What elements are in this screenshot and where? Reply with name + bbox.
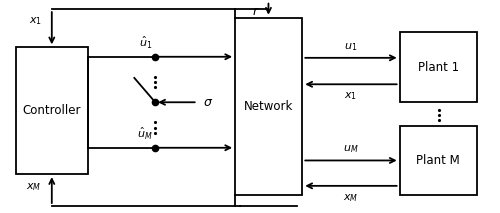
FancyBboxPatch shape [235, 18, 302, 195]
Text: $r$: $r$ [252, 5, 260, 18]
Text: $\sigma$: $\sigma$ [202, 96, 213, 109]
FancyBboxPatch shape [16, 47, 88, 174]
Text: $x_M$: $x_M$ [26, 181, 42, 193]
Text: Plant M: Plant M [416, 154, 460, 167]
Text: $u_1$: $u_1$ [344, 41, 358, 53]
Text: Plant 1: Plant 1 [418, 61, 459, 74]
Text: $x_1$: $x_1$ [28, 16, 42, 27]
Text: $\hat{u}_M$: $\hat{u}_M$ [137, 126, 153, 142]
Text: $x_1$: $x_1$ [344, 91, 358, 102]
Text: Network: Network [244, 100, 294, 113]
Text: $x_M$: $x_M$ [344, 192, 358, 204]
Text: $u_M$: $u_M$ [343, 143, 358, 155]
FancyBboxPatch shape [400, 32, 477, 102]
Text: Controller: Controller [22, 104, 81, 117]
FancyBboxPatch shape [400, 125, 477, 195]
Text: $\hat{u}_1$: $\hat{u}_1$ [140, 35, 153, 52]
